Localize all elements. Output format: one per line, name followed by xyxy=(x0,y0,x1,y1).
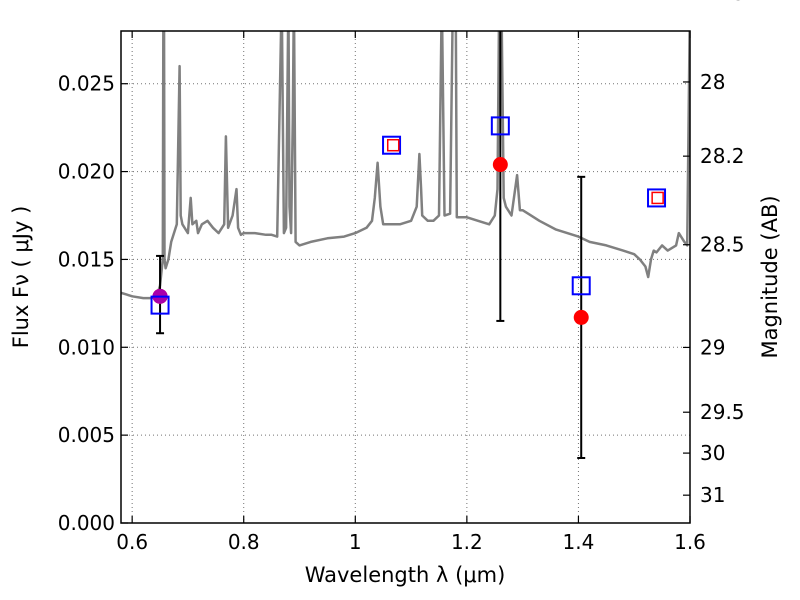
x-tick-label: 0.6 xyxy=(116,530,148,554)
x-axis-title: Wavelength λ (μm) xyxy=(305,563,506,587)
y-tick-labels: 0.000 0.005 0.010 0.015 0.020 0.025 xyxy=(58,72,115,535)
model-spectrum-line xyxy=(121,31,690,300)
right-axis-title: Magnitude (AB) xyxy=(758,195,782,358)
x-tick-label: 1.6 xyxy=(674,530,706,554)
data-point-square xyxy=(647,188,667,208)
right-tick-label: 31 xyxy=(700,483,725,507)
plot-frame xyxy=(120,30,691,524)
right-tick-label: 28 xyxy=(700,70,725,94)
x-tick-labels: 0.6 0.8 1 1.2 1.4 1.6 xyxy=(116,530,706,554)
data-point-circle xyxy=(492,157,508,173)
data-point-circle xyxy=(573,309,589,325)
x-tick-label: 1.2 xyxy=(451,530,483,554)
y-tick-label: 0.005 xyxy=(58,423,115,447)
y-axis-title: Flux Fν ( μJy ) xyxy=(9,206,33,349)
y-tick-label: 0.025 xyxy=(58,72,115,96)
right-tick-label: 29 xyxy=(700,335,725,359)
x-tick-label: 1.4 xyxy=(563,530,595,554)
series-layer xyxy=(121,31,690,459)
y-tick-label: 0.000 xyxy=(58,511,115,535)
y-tick-label: 0.020 xyxy=(58,160,115,184)
data-point-square xyxy=(386,138,400,152)
right-tick-label: 30 xyxy=(700,441,725,465)
tick-marks xyxy=(121,31,691,524)
x-tick-label: 1 xyxy=(349,530,362,554)
right-tick-label: 27.8 xyxy=(700,0,745,5)
data-point-square xyxy=(382,135,402,155)
right-tick-label: 28.2 xyxy=(700,144,745,168)
right-tick-label: 29.5 xyxy=(700,400,745,424)
data-point-square xyxy=(150,295,170,315)
grid-lines xyxy=(121,31,690,523)
data-point-square xyxy=(490,116,510,136)
data-point-square xyxy=(651,191,664,205)
right-axis-tick-labels: 27.8 28 28.2 28.5 29 29.5 30 31 xyxy=(700,0,745,507)
data-point-square xyxy=(571,276,591,296)
x-tick-label: 0.8 xyxy=(228,530,260,554)
plot-area xyxy=(121,31,690,459)
y-tick-label: 0.010 xyxy=(58,335,115,359)
right-tick-label: 28.5 xyxy=(700,233,745,257)
y-tick-label: 0.015 xyxy=(58,247,115,271)
